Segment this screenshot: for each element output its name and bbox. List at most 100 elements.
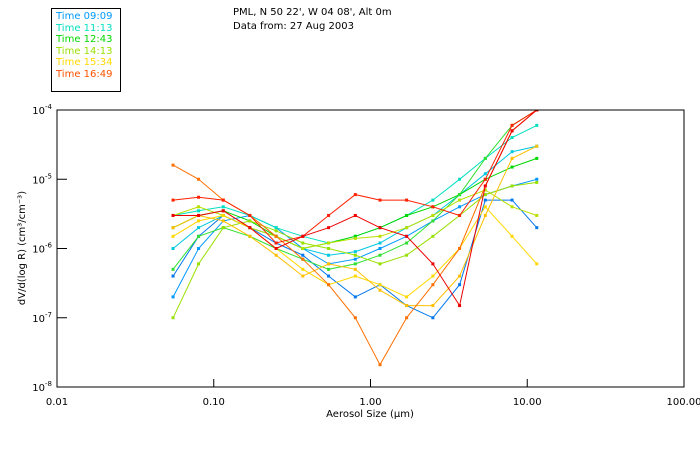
data-point bbox=[535, 156, 539, 160]
data-point bbox=[274, 234, 278, 238]
data-point bbox=[431, 205, 435, 209]
data-point bbox=[301, 257, 305, 261]
data-point bbox=[458, 274, 462, 278]
legend-item-0: Time 09:09 bbox=[56, 11, 113, 22]
data-point bbox=[378, 363, 382, 367]
data-point bbox=[510, 184, 514, 188]
data-point bbox=[378, 226, 382, 230]
data-point bbox=[353, 234, 357, 238]
data-point bbox=[327, 247, 331, 250]
data-point bbox=[378, 234, 382, 238]
data-point bbox=[353, 213, 357, 217]
data-point bbox=[301, 241, 305, 245]
data-point bbox=[535, 123, 539, 127]
data-point bbox=[458, 205, 462, 209]
data-point bbox=[510, 234, 514, 238]
title-date: Data from: 27 Aug 2003 bbox=[233, 21, 354, 32]
data-point bbox=[221, 213, 225, 217]
data-point bbox=[510, 156, 514, 160]
data-point bbox=[171, 163, 175, 167]
data-point bbox=[327, 253, 331, 257]
data-point bbox=[405, 316, 409, 320]
data-point bbox=[221, 198, 225, 202]
series-line bbox=[172, 110, 538, 270]
data-point bbox=[353, 193, 357, 197]
data-point bbox=[378, 288, 382, 292]
y-axis-label: dV/d(log R) (cm³/cm⁻³) bbox=[17, 191, 28, 305]
y-tick-base: 10 bbox=[32, 106, 45, 117]
data-point bbox=[378, 262, 382, 266]
data-point bbox=[171, 226, 175, 230]
x-axis-label: Aerosol Size (µm) bbox=[326, 409, 414, 420]
data-point bbox=[353, 295, 357, 299]
data-point bbox=[535, 262, 539, 266]
data-point bbox=[274, 241, 278, 245]
data-point bbox=[327, 262, 331, 266]
x-tick-label: 100.00 bbox=[667, 397, 700, 408]
y-tick-base: 10 bbox=[32, 314, 45, 325]
data-point bbox=[483, 156, 487, 160]
data-point bbox=[431, 304, 435, 308]
data-point bbox=[405, 198, 409, 202]
data-point bbox=[221, 205, 225, 209]
y-tick-base: 10 bbox=[32, 175, 45, 186]
chart-title: PML, N 50 22', W 04 08', Alt 0m Data fro… bbox=[233, 6, 392, 34]
data-point bbox=[221, 219, 225, 223]
series-16-49-c bbox=[171, 110, 539, 308]
data-point bbox=[301, 247, 305, 250]
legend-item-1: Time 11:13 bbox=[56, 22, 113, 34]
data-point bbox=[431, 234, 435, 238]
data-point bbox=[197, 247, 201, 250]
legend-item-3: Time 14:13 bbox=[56, 45, 113, 57]
data-point bbox=[535, 180, 539, 184]
data-point bbox=[510, 136, 514, 140]
data-point bbox=[197, 177, 201, 181]
data-point bbox=[458, 193, 462, 197]
data-point bbox=[197, 262, 201, 266]
data-point bbox=[378, 198, 382, 202]
data-point bbox=[327, 274, 331, 278]
data-point bbox=[274, 253, 278, 257]
series-layer bbox=[171, 110, 539, 367]
y-tick-exp: -8 bbox=[45, 380, 52, 388]
series-15-34-b bbox=[171, 144, 539, 308]
data-point bbox=[197, 213, 201, 217]
y-tick-label: 10-5 bbox=[32, 172, 52, 186]
data-point bbox=[535, 110, 539, 112]
data-point bbox=[353, 257, 357, 261]
plot-frame bbox=[56, 109, 685, 388]
data-point bbox=[171, 213, 175, 217]
data-point bbox=[171, 274, 175, 278]
data-point bbox=[483, 213, 487, 217]
data-point bbox=[431, 274, 435, 278]
data-point bbox=[483, 184, 487, 188]
data-point bbox=[197, 195, 201, 199]
data-point bbox=[535, 144, 539, 148]
series-12-43-a bbox=[171, 156, 539, 250]
data-point bbox=[483, 188, 487, 192]
data-point bbox=[405, 241, 409, 245]
data-point bbox=[405, 304, 409, 308]
y-tick-label: 10-7 bbox=[32, 311, 52, 325]
data-point bbox=[274, 229, 278, 233]
y-tick-label: 10-6 bbox=[32, 242, 52, 256]
data-point bbox=[431, 262, 435, 266]
series-line bbox=[172, 145, 538, 307]
y-tick-base: 10 bbox=[32, 383, 45, 394]
data-point bbox=[327, 267, 331, 271]
data-point bbox=[510, 150, 514, 154]
x-tick-label: 10.00 bbox=[513, 397, 542, 408]
y-tick-label: 10-8 bbox=[32, 380, 52, 394]
data-point bbox=[378, 283, 382, 287]
data-point bbox=[510, 123, 514, 127]
data-point bbox=[248, 234, 252, 238]
data-point bbox=[274, 247, 278, 250]
y-tick-exp: -7 bbox=[45, 311, 52, 319]
title-location: PML, N 50 22', W 04 08', Alt 0m bbox=[233, 7, 392, 18]
data-point bbox=[248, 213, 252, 217]
x-tick-label: 1.00 bbox=[359, 397, 381, 408]
data-point bbox=[378, 241, 382, 245]
data-point bbox=[327, 213, 331, 217]
data-point bbox=[171, 295, 175, 299]
